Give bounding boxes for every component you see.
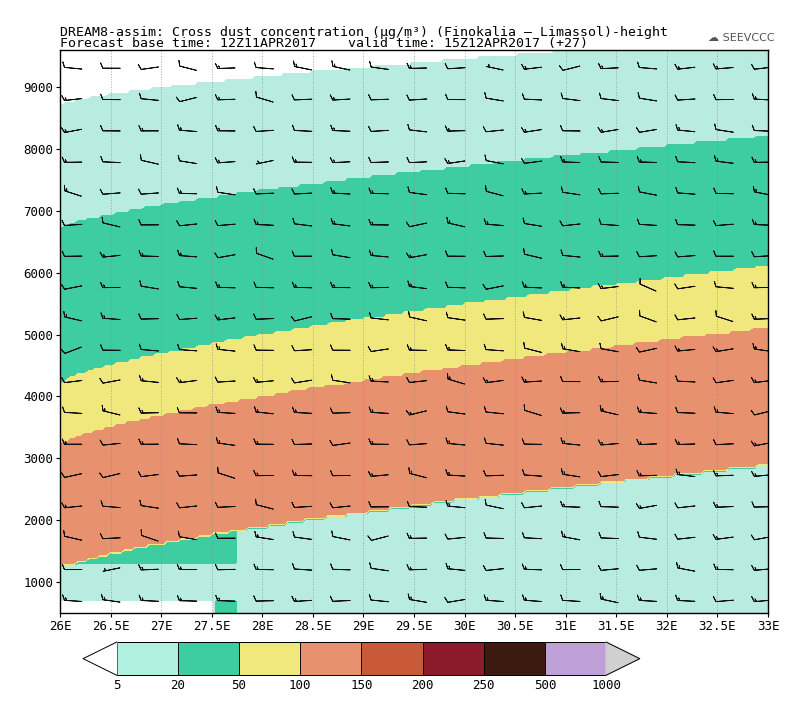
Polygon shape [606, 642, 640, 675]
Text: 5: 5 [113, 679, 121, 692]
Text: 50: 50 [231, 679, 246, 692]
Text: Forecast base time: 12Z11APR2017    valid time: 15Z12APR2017 (+27): Forecast base time: 12Z11APR2017 valid t… [60, 37, 588, 50]
Text: 150: 150 [350, 679, 373, 692]
Bar [239, 642, 300, 675]
Text: 250: 250 [473, 679, 495, 692]
Text: 500: 500 [534, 679, 556, 692]
Bar [178, 642, 239, 675]
Text: 200: 200 [411, 679, 434, 692]
Text: 100: 100 [289, 679, 311, 692]
Text: 1000: 1000 [591, 679, 621, 692]
Bar [117, 642, 606, 675]
Bar [300, 642, 362, 675]
Text: ☁ SEEVCCC: ☁ SEEVCCC [708, 33, 774, 43]
Bar [484, 642, 545, 675]
Bar [117, 642, 178, 675]
Polygon shape [83, 642, 117, 675]
Text: 20: 20 [170, 679, 186, 692]
Bar [362, 642, 422, 675]
Text: DREAM8-assim: Cross dust concentration (μg/m³) (Finokalia – Limassol)-height: DREAM8-assim: Cross dust concentration (… [60, 26, 668, 39]
Bar [545, 642, 606, 675]
Bar [422, 642, 484, 675]
